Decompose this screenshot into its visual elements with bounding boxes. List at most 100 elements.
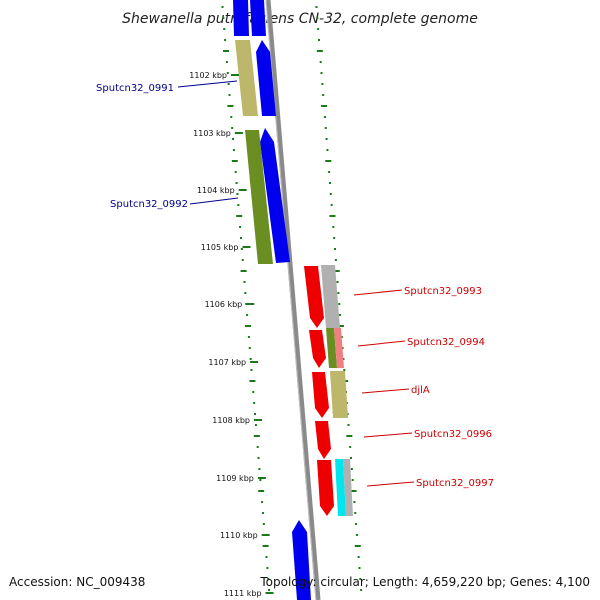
gc-tick bbox=[248, 347, 251, 349]
gc-tick bbox=[222, 17, 225, 19]
kbp-tick-label: 1110 kbp bbox=[220, 531, 258, 540]
gc-tick bbox=[350, 457, 353, 459]
gc-tick bbox=[223, 28, 226, 30]
reverse-strand-genes bbox=[233, 0, 311, 600]
gc-tick bbox=[323, 116, 326, 118]
gc-tick bbox=[268, 589, 271, 591]
gc-tick bbox=[339, 314, 342, 316]
kbp-tick-label: 1104 kbp bbox=[197, 186, 235, 195]
gene-arrow-sputcn32-0993[interactable] bbox=[304, 266, 324, 328]
gene-arrow-bottom[interactable] bbox=[292, 520, 311, 600]
gc-tick bbox=[340, 336, 343, 338]
gc-tick bbox=[320, 72, 323, 74]
gc-tick bbox=[325, 160, 332, 162]
gc-tick bbox=[253, 435, 260, 437]
gc-tick bbox=[262, 523, 265, 525]
gc-tick bbox=[258, 490, 265, 492]
gene-arrow-sputcn32-0997[interactable] bbox=[317, 460, 334, 516]
gc-tick bbox=[232, 138, 235, 140]
gc-tick bbox=[329, 215, 336, 217]
gc-tick bbox=[239, 237, 242, 239]
gene-arrow-top-left[interactable] bbox=[233, 0, 249, 36]
gc-tick bbox=[358, 567, 361, 569]
gene-arrow-sputcn32-0996[interactable] bbox=[315, 421, 331, 459]
gc-tick bbox=[231, 160, 238, 162]
gene-arrow-sputcn32-0994[interactable] bbox=[309, 330, 326, 368]
gc-tick bbox=[354, 545, 361, 547]
gc-tick bbox=[324, 127, 327, 129]
cog-block-salmon-0994 bbox=[334, 328, 344, 368]
gc-tick bbox=[355, 523, 358, 525]
gene-arrow-djla[interactable] bbox=[312, 372, 329, 418]
gc-tick bbox=[359, 578, 362, 580]
gene-label[interactable]: Sputcn32_0996 bbox=[414, 429, 492, 440]
kbp-tick-label: 1109 kbp bbox=[216, 474, 254, 483]
gc-tick bbox=[334, 248, 337, 250]
gc-tick bbox=[257, 457, 260, 459]
gene-arrow-top-right[interactable] bbox=[250, 0, 266, 36]
gene-label-leader bbox=[353, 289, 403, 296]
gc-tick bbox=[337, 292, 340, 294]
cog-block-khaki-0991 bbox=[235, 40, 258, 116]
gc-tick bbox=[357, 556, 360, 558]
gc-tick bbox=[236, 215, 243, 217]
gc-tick bbox=[223, 50, 229, 52]
kbp-tick-label: 1111 kbp bbox=[224, 589, 262, 598]
gc-tick bbox=[316, 50, 323, 52]
gc-tick bbox=[239, 226, 242, 228]
gc-tick bbox=[353, 501, 356, 503]
gc-tick bbox=[226, 72, 229, 74]
kbp-tick-label: 1102 kbp bbox=[189, 71, 227, 80]
gc-tick bbox=[267, 578, 270, 580]
gc-tick bbox=[227, 105, 234, 107]
cog-block-khaki-djla bbox=[330, 371, 348, 418]
gc-tick bbox=[235, 182, 238, 184]
gc-tick bbox=[243, 281, 246, 283]
gc-tick bbox=[256, 446, 259, 448]
gc-tick bbox=[252, 391, 255, 393]
gene-arrow-sputcn32-0991[interactable] bbox=[256, 40, 276, 116]
topology-text: Topology: circular; Length: 4,659,220 bp… bbox=[259, 575, 590, 589]
gc-tick bbox=[266, 567, 269, 569]
gc-tick bbox=[333, 270, 340, 272]
gc-tick bbox=[225, 61, 228, 63]
kbp-tick-label: 1106 kbp bbox=[205, 300, 243, 309]
cog-block-olive-0994 bbox=[326, 328, 337, 368]
gc-tick bbox=[246, 314, 249, 316]
cog-block-grey-0997 bbox=[343, 459, 353, 516]
gc-tick bbox=[326, 149, 329, 151]
gc-tick bbox=[355, 534, 358, 536]
cog-block-olive-0992 bbox=[245, 130, 273, 264]
gene-label-leader bbox=[357, 340, 406, 347]
gene-label-leader bbox=[177, 80, 238, 88]
gene-label[interactable]: Sputcn32_0997 bbox=[416, 478, 494, 489]
gc-tick bbox=[321, 105, 328, 107]
gene-label[interactable]: Sputcn32_0994 bbox=[407, 337, 485, 348]
gc-tick bbox=[221, 6, 224, 8]
gene-label-leader bbox=[363, 432, 413, 438]
gene-label[interactable]: Sputcn32_0993 bbox=[404, 286, 482, 297]
gc-tick bbox=[232, 149, 235, 151]
gc-tick bbox=[333, 237, 336, 239]
gene-label[interactable]: Sputcn32_0992 bbox=[110, 199, 188, 210]
gene-arrow-sputcn32-0992[interactable] bbox=[260, 128, 290, 263]
gc-tick bbox=[261, 512, 264, 514]
gc-tick bbox=[249, 358, 252, 360]
gc-tick bbox=[316, 17, 319, 19]
gc-tick bbox=[322, 94, 325, 96]
gc-tick bbox=[349, 446, 352, 448]
gc-tick bbox=[254, 413, 257, 415]
forward-strand-genes bbox=[304, 266, 334, 516]
gc-tick bbox=[347, 424, 350, 426]
gc-tick bbox=[346, 435, 353, 437]
gc-tick bbox=[247, 336, 250, 338]
gc-tick bbox=[259, 479, 262, 481]
kbp-ticks: 1102 kbp 1103 kbp 1104 kbp 1105 kbp 1106 kbp… bbox=[189, 71, 274, 598]
gc-tick bbox=[254, 424, 257, 426]
gc-tick bbox=[261, 501, 264, 503]
gene-label[interactable]: djlA bbox=[411, 385, 430, 396]
gene-label[interactable]: Sputcn32_0991 bbox=[96, 83, 174, 94]
gc-tick bbox=[236, 193, 239, 195]
gc-tick bbox=[245, 303, 248, 305]
